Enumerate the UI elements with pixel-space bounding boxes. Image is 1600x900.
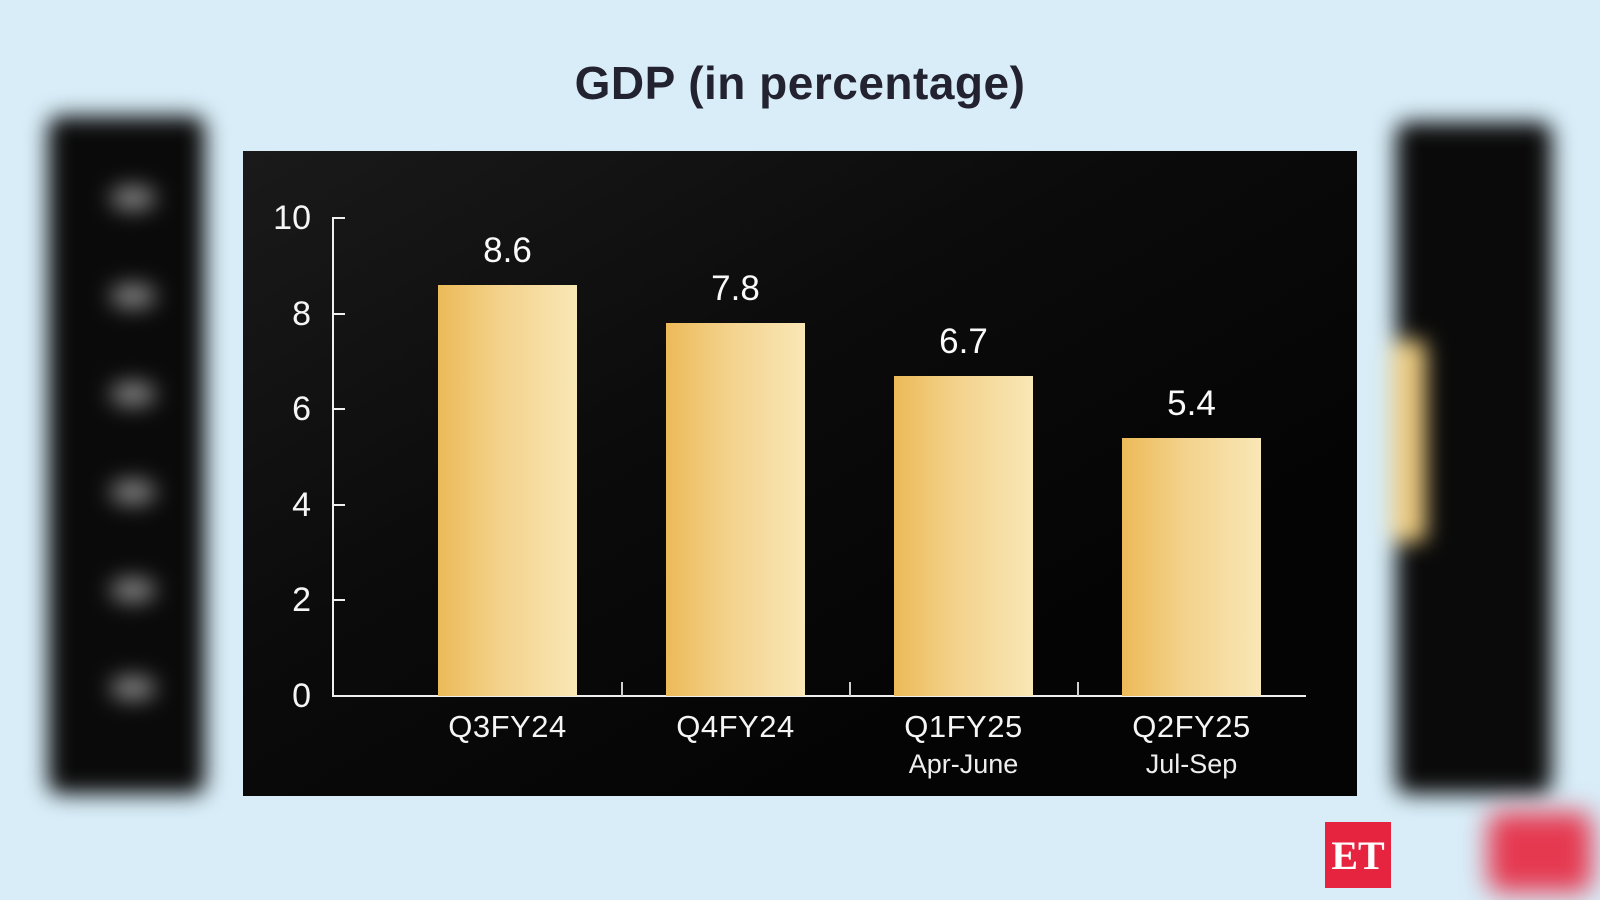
bar-value-label: 7.8 xyxy=(711,269,760,309)
blurred-bar-blob xyxy=(1392,340,1426,542)
x-axis-category-label: Q2FY25 xyxy=(1132,709,1251,744)
y-axis-line xyxy=(332,217,334,697)
bar-q2fy25 xyxy=(1122,437,1261,696)
x-axis-category-label: Q4FY24 xyxy=(676,709,795,744)
blurred-tick-blob xyxy=(110,676,156,700)
x-axis-tick xyxy=(848,682,851,696)
x-axis-category-sublabel: Apr-June xyxy=(908,749,1019,779)
y-axis-tick xyxy=(333,217,345,219)
bar-q4fy24 xyxy=(666,323,805,696)
x-axis-tick xyxy=(1076,682,1079,696)
x-axis-category-label: Q1FY25 xyxy=(904,709,1023,744)
bar-value-label: 6.7 xyxy=(939,321,988,361)
y-axis-tick xyxy=(333,599,345,602)
blurred-logo-blob xyxy=(1488,812,1592,892)
x-axis-category-sublabel: Jul-Sep xyxy=(1145,749,1238,779)
blurred-tick-blob xyxy=(110,578,156,602)
x-axis-tick xyxy=(620,682,623,696)
blurred-tick-blob xyxy=(110,382,156,406)
blurred-tick-blob xyxy=(110,186,156,210)
bar-value-label: 5.4 xyxy=(1167,383,1216,423)
y-axis-label: 8 xyxy=(292,294,311,333)
blurred-backdrop-right xyxy=(1392,122,1552,794)
chart-title: GDP (in percentage) xyxy=(574,57,1026,109)
y-axis-label: 10 xyxy=(273,199,311,237)
y-axis-label: 2 xyxy=(292,581,311,620)
bar-value-label: 8.6 xyxy=(483,230,532,270)
blurred-backdrop-left xyxy=(48,116,205,794)
bar-q1fy25 xyxy=(894,375,1033,696)
bar-chart: 0 2 4 6 8 10 8.6 Q3FY24 7.8 Q4FY24 6.7 Q1FY25 Apr-Ju… xyxy=(243,151,1357,796)
blurred-tick-blob xyxy=(110,284,156,308)
et-logo: ET xyxy=(1325,822,1391,888)
et-logo-text: ET xyxy=(1331,832,1385,878)
y-axis-tick xyxy=(333,312,345,315)
y-axis-label: 4 xyxy=(292,485,311,524)
x-axis-line xyxy=(332,695,1306,697)
y-axis-tick xyxy=(333,503,345,506)
blurred-tick-blob xyxy=(110,480,156,504)
y-axis-label: 6 xyxy=(292,390,311,429)
x-axis-category-label: Q3FY24 xyxy=(448,709,567,744)
y-axis-label: 0 xyxy=(292,677,311,715)
bar-q3fy24 xyxy=(438,284,577,696)
y-axis-tick xyxy=(333,408,345,411)
